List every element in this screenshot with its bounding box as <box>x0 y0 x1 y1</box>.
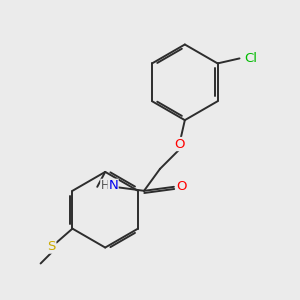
Text: H: H <box>101 179 110 192</box>
Text: O: O <box>175 137 185 151</box>
Text: Cl: Cl <box>244 52 257 65</box>
Text: N: N <box>108 179 118 192</box>
Text: S: S <box>47 240 56 253</box>
Text: O: O <box>177 180 187 193</box>
